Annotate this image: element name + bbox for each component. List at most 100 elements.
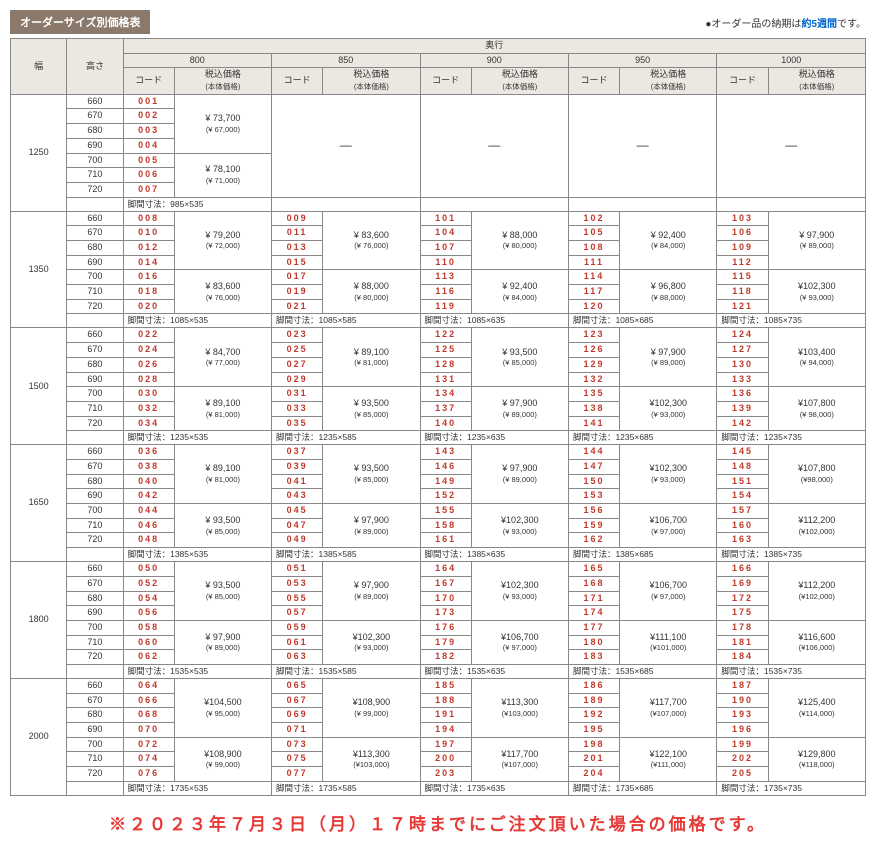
code-cell: 008 (123, 211, 174, 226)
code-cell: 122 (420, 328, 471, 343)
price-cell: ¥113,300(¥103,000) (471, 679, 568, 738)
code-cell: 155 (420, 504, 471, 519)
code-cell: 010 (123, 226, 174, 241)
leg-cell: 脚間寸法：1085×685 (568, 314, 716, 328)
table-row: 670066067188189190 (11, 693, 866, 708)
dash-cell: — (420, 94, 568, 197)
price-cell: ¥ 97,900(¥ 89,000) (471, 445, 568, 504)
code-cell: 198 (568, 737, 619, 752)
leg-cell: 脚間寸法：1535×685 (568, 665, 716, 679)
price-table: 幅 高さ 奥行 8008509009501000 コード税込価格(本体価格)コー… (10, 38, 866, 796)
code-cell: 156 (568, 504, 619, 519)
code-cell: 051 (272, 562, 323, 577)
table-row: 670038039146147148 (11, 460, 866, 475)
code-cell: 106 (717, 226, 768, 241)
table-body: 1250660001¥ 73,700(¥ 67,000)————67000268… (11, 94, 866, 795)
price-cell: ¥117,700(¥107,000) (471, 737, 568, 781)
code-cell: 131 (420, 372, 471, 387)
leg-row: 脚間寸法：1535×535脚間寸法：1535×585脚間寸法：1535×635脚… (11, 665, 866, 679)
code-cell: 036 (123, 445, 174, 460)
code-cell: 041 (272, 474, 323, 489)
price-cell: ¥ 89,100(¥ 81,000) (174, 445, 271, 504)
height-cell: 670 (67, 576, 123, 591)
code-cell: 191 (420, 708, 471, 723)
leg-cell: 脚間寸法：1735×685 (568, 781, 716, 795)
height-cell: 660 (67, 679, 123, 694)
code-cell: 184 (717, 650, 768, 665)
code-cell: 073 (272, 737, 323, 752)
code-cell: 194 (420, 723, 471, 738)
price-cell: ¥117,700(¥107,000) (620, 679, 717, 738)
code-cell: 058 (123, 620, 174, 635)
sub-price-header: 税込価格(本体価格) (174, 68, 271, 94)
leg-cell: 脚間寸法：1535×585 (272, 665, 420, 679)
leg-cell: 脚間寸法：1385×535 (123, 548, 271, 562)
code-cell: 148 (717, 460, 768, 475)
height-cell: 710 (67, 752, 123, 767)
height-cell: 660 (67, 328, 123, 343)
sub-price-header: 税込価格(本体価格) (620, 68, 717, 94)
code-cell: 040 (123, 474, 174, 489)
code-cell: 022 (123, 328, 174, 343)
height-cell: 690 (67, 372, 123, 387)
price-cell: ¥104,500(¥ 95,000) (174, 679, 271, 738)
code-cell: 150 (568, 474, 619, 489)
code-cell: 186 (568, 679, 619, 694)
code-cell: 128 (420, 357, 471, 372)
code-cell: 188 (420, 693, 471, 708)
code-cell: 072 (123, 737, 174, 752)
price-cell: ¥ 93,500(¥ 85,000) (323, 387, 420, 431)
code-cell: 109 (717, 240, 768, 255)
code-cell: 105 (568, 226, 619, 241)
leg-blank (67, 431, 123, 445)
header-row: オーダーサイズ別価格表 ●オーダー品の納期は約5週間です。 (10, 10, 866, 34)
table-row: 1500660022¥ 84,700(¥ 77,000)023¥ 89,100(… (11, 328, 866, 343)
leg-cell: 脚間寸法：1735×635 (420, 781, 568, 795)
code-cell: 144 (568, 445, 619, 460)
code-cell: 055 (272, 591, 323, 606)
price-cell: ¥ 84,700(¥ 77,000) (174, 328, 271, 387)
code-cell: 116 (420, 285, 471, 300)
code-cell: 171 (568, 591, 619, 606)
price-cell: ¥ 97,900(¥ 89,000) (471, 387, 568, 431)
code-cell: 160 (717, 518, 768, 533)
code-cell: 181 (717, 635, 768, 650)
code-cell: 147 (568, 460, 619, 475)
leg-blank (67, 314, 123, 328)
code-cell: 158 (420, 518, 471, 533)
code-cell: 124 (717, 328, 768, 343)
code-cell: 103 (717, 211, 768, 226)
code-cell: 049 (272, 533, 323, 548)
code-cell: 001 (123, 94, 174, 109)
leg-cell: 脚間寸法：1235×735 (717, 431, 866, 445)
price-cell: ¥ 88,000(¥ 80,000) (323, 270, 420, 314)
price-cell: ¥ 83,600(¥ 76,000) (174, 270, 271, 314)
code-cell: 143 (420, 445, 471, 460)
code-cell: 170 (420, 591, 471, 606)
price-cell: ¥ 97,900(¥ 89,000) (323, 504, 420, 548)
code-cell: 009 (272, 211, 323, 226)
height-cell: 680 (67, 474, 123, 489)
table-row: 710032033137138139 (11, 401, 866, 416)
height-cell: 690 (67, 489, 123, 504)
price-cell: ¥102,300(¥ 93,000) (620, 387, 717, 431)
height-cell: 690 (67, 138, 123, 153)
table-row: 680040041149150151 (11, 474, 866, 489)
code-cell: 132 (568, 372, 619, 387)
code-cell: 108 (568, 240, 619, 255)
table-row: 690028029131132133 (11, 372, 866, 387)
leg-cell: 脚間寸法：1235×585 (272, 431, 420, 445)
table-row: 700058¥ 97,900(¥ 89,000)059¥102,300(¥ 93… (11, 620, 866, 635)
sub-code-header: コード (123, 68, 174, 94)
leg-row: 脚間寸法：1385×535脚間寸法：1385×585脚間寸法：1385×635脚… (11, 548, 866, 562)
code-cell: 004 (123, 138, 174, 153)
height-cell: 690 (67, 255, 123, 270)
code-cell: 050 (123, 562, 174, 577)
code-cell: 043 (272, 489, 323, 504)
code-cell: 169 (717, 576, 768, 591)
code-cell: 017 (272, 270, 323, 285)
code-cell: 003 (123, 124, 174, 139)
leg-cell: 脚間寸法：1085×585 (272, 314, 420, 328)
code-cell: 149 (420, 474, 471, 489)
table-row: 680054055170171172 (11, 591, 866, 606)
